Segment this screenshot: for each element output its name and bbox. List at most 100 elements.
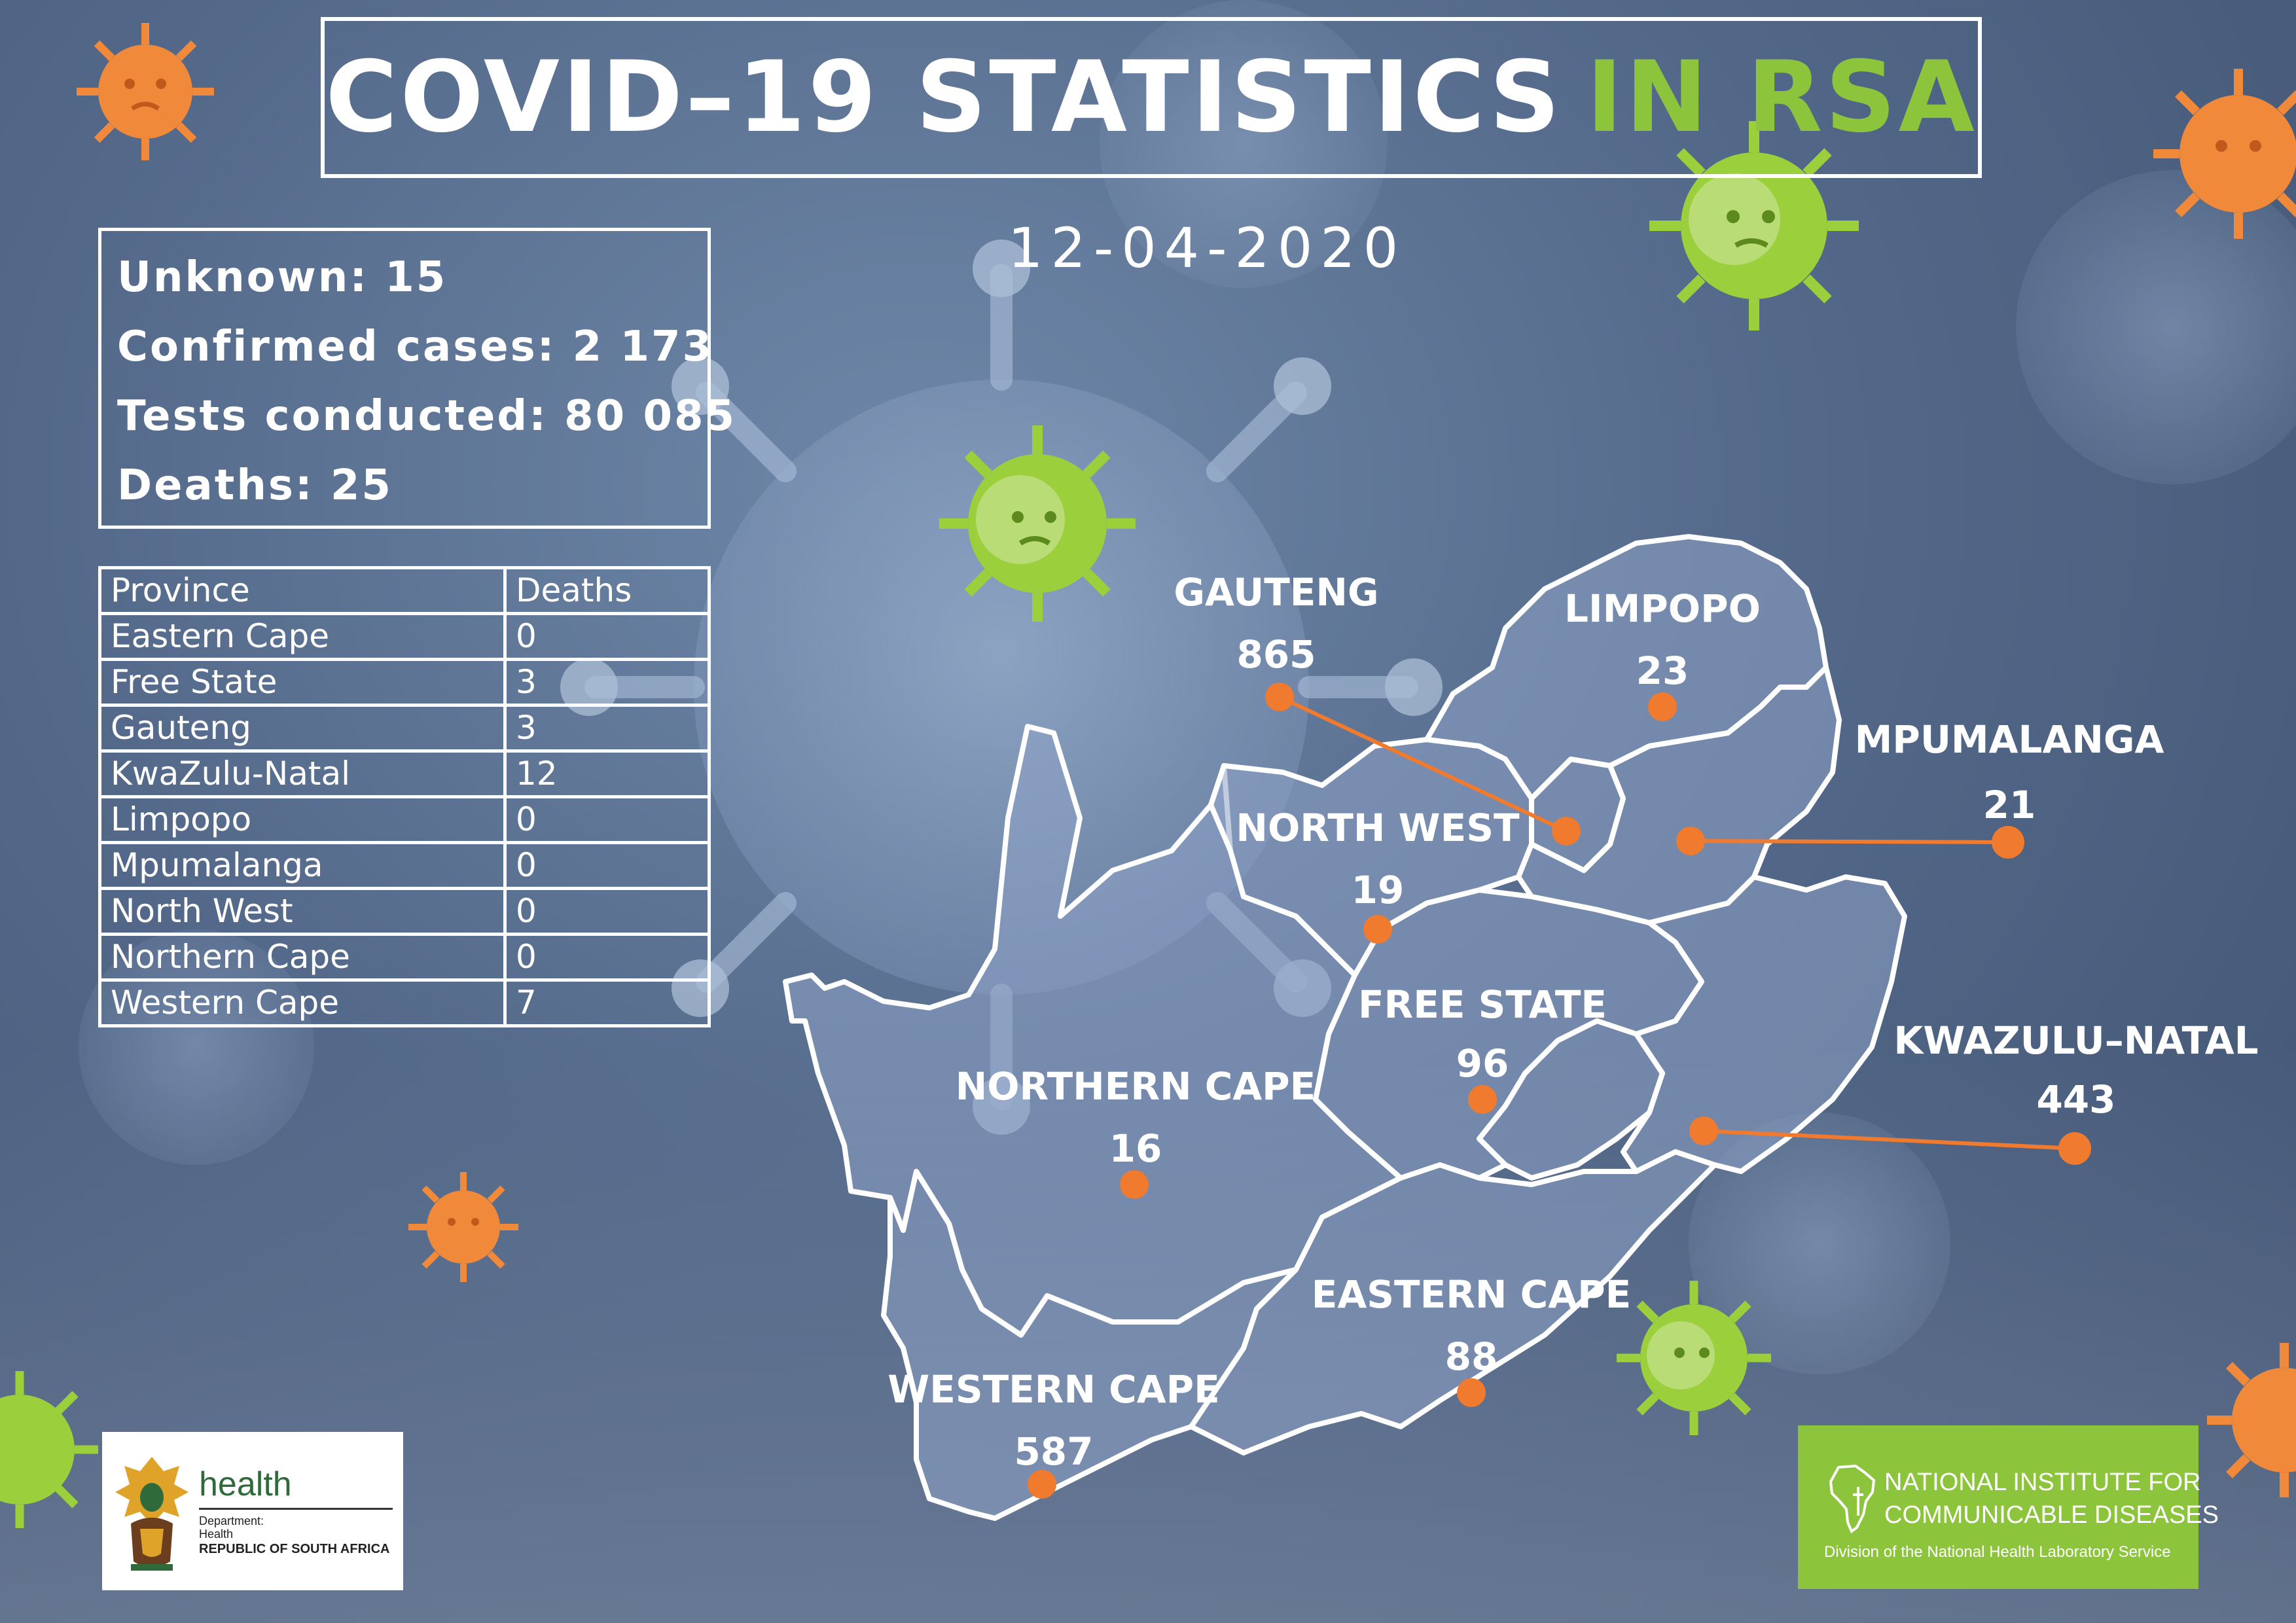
province-name: Western Cape xyxy=(98,978,507,1027)
western-cape-label: WESTERN CAPE xyxy=(888,1367,1220,1412)
health-divider xyxy=(199,1508,393,1510)
province-name: Mpumalanga xyxy=(98,841,507,890)
province-name: Gauteng xyxy=(98,704,507,753)
health-dept-line2: Health xyxy=(199,1527,234,1541)
mpumalanga-label: MPUMALANGA xyxy=(1855,717,2164,762)
connector-lines xyxy=(1278,695,2075,1150)
title-banner: COVID–19 STATISTICS IN RSA xyxy=(321,17,1982,178)
free-state-label: FREE STATE xyxy=(1358,982,1607,1027)
province-deaths: 3 xyxy=(503,704,711,753)
province-deaths: 3 xyxy=(503,658,711,707)
limpopo-marker xyxy=(1648,692,1677,721)
province-deaths: 12 xyxy=(503,749,711,798)
confirmed-cases: Confirmed cases: 2 173 xyxy=(117,323,714,371)
northern-cape-marker xyxy=(1120,1170,1149,1199)
kwazulu-natal-cases: 443 xyxy=(2036,1077,2115,1122)
gauteng-connector xyxy=(1278,695,1568,833)
case-markers xyxy=(1028,683,2091,1499)
gauteng-label: GAUTENG xyxy=(1174,570,1378,615)
north-west-marker xyxy=(1363,915,1392,944)
kwazulu-natal-label: KWAZULU–NATAL xyxy=(1893,1018,2258,1063)
tests-conducted: Tests conducted: 80 085 xyxy=(117,392,737,440)
table-row: Eastern Cape 0 xyxy=(98,612,711,661)
table-header-row: Province Deaths xyxy=(98,566,711,615)
summary-panel: Unknown: 15 Confirmed cases: 2 173 Tests… xyxy=(98,228,737,529)
mpumalanga-marker xyxy=(1676,827,1705,855)
kwazulu-natal-region xyxy=(1621,874,1907,1174)
eastern-cape-marker xyxy=(1457,1378,1486,1407)
north-west-label: NORTH WEST xyxy=(1236,806,1520,850)
deaths-by-province-table: Province Deaths Eastern Cape 0 Free State… xyxy=(98,566,711,1027)
orange-virus-icon xyxy=(408,1172,518,1282)
province-name: Northern Cape xyxy=(98,933,507,982)
north-west-cases: 19 xyxy=(1352,868,1405,912)
province-name: Limpopo xyxy=(98,795,507,844)
table-row: Mpumalanga 0 xyxy=(98,841,711,890)
mpumalanga-region xyxy=(1516,665,1842,925)
health-country: REPUBLIC OF SOUTH AFRICA xyxy=(199,1542,390,1556)
limpopo-cases: 23 xyxy=(1636,649,1689,693)
western-cape-cases: 587 xyxy=(1014,1429,1093,1474)
kwazulu-natal-connector xyxy=(1703,1129,2075,1150)
eastern-cape-label: EASTERN CAPE xyxy=(1312,1272,1631,1317)
nicd-logo: NATIONAL INSTITUTE FOR COMMUNICABLE DISE… xyxy=(1798,1425,2219,1589)
free-state-cases: 96 xyxy=(1456,1041,1509,1086)
green-virus-icon xyxy=(0,1371,98,1528)
deaths-total: Deaths: 25 xyxy=(117,461,393,510)
gauteng-map-marker xyxy=(1552,817,1581,846)
province-name: North West xyxy=(98,887,507,936)
orange-virus-icon xyxy=(2153,69,2296,239)
province-deaths: 0 xyxy=(503,933,711,982)
health-wordmark: health xyxy=(199,1465,292,1503)
map-fill xyxy=(783,534,1907,1521)
eastern-cape-region xyxy=(1189,1149,1717,1455)
nicd-name-line2: COMMUNICABLE DISEASES xyxy=(1884,1501,2219,1529)
health-department-logo: health Department: Health REPUBLIC OF SO… xyxy=(102,1432,403,1590)
table-row: Northern Cape 0 xyxy=(98,933,711,982)
unknown-count: Unknown: 15 xyxy=(117,253,448,302)
health-dept-line1: Department: xyxy=(199,1514,264,1527)
limpopo-label: LIMPOPO xyxy=(1564,586,1761,631)
province-deaths: 0 xyxy=(503,841,711,890)
mpumalanga-label-marker xyxy=(1992,826,2024,859)
gauteng-marker xyxy=(1265,683,1294,711)
northern-cape-cases: 16 xyxy=(1109,1126,1162,1171)
mpumalanga-cases: 21 xyxy=(1983,783,2036,827)
province-name: Free State xyxy=(98,658,507,707)
table-row: Western Cape 7 xyxy=(98,978,711,1027)
province-labels: GAUTENG 865 LIMPOPO 23 MPUMALANGA 21 NOR… xyxy=(888,570,2258,1474)
mpumalanga-connector xyxy=(1690,839,2009,844)
lesotho-region xyxy=(1477,1018,1665,1181)
western-cape-marker xyxy=(1028,1470,1056,1499)
table-row: Gauteng 3 xyxy=(98,704,711,753)
free-state-marker xyxy=(1468,1085,1497,1114)
orange-virus-icon xyxy=(2207,1343,2296,1497)
province-deaths: 0 xyxy=(503,887,711,936)
header-province: Province xyxy=(98,566,507,615)
green-virus-icon xyxy=(1649,121,1859,330)
green-virus-icon xyxy=(1617,1281,1771,1435)
kwazulu-natal-marker xyxy=(1689,1116,1718,1145)
eastern-cape-cases: 88 xyxy=(1445,1334,1498,1379)
province-deaths: 7 xyxy=(503,978,711,1027)
nicd-subtitle: Division of the National Health Laborato… xyxy=(1824,1543,2171,1561)
title-accent: IN RSA xyxy=(1586,41,1977,154)
coat-of-arms-icon xyxy=(115,1457,188,1571)
nicd-name-line1: NATIONAL INSTITUTE FOR xyxy=(1884,1469,2201,1496)
table-row: North West 0 xyxy=(98,887,711,936)
kwazulu-natal-label-marker xyxy=(2058,1132,2091,1165)
report-date: 12-04-2020 xyxy=(1008,216,1407,280)
health-dept-label: Department: Health xyxy=(199,1514,264,1541)
province-deaths: 0 xyxy=(503,612,711,661)
orange-virus-icon xyxy=(77,23,214,160)
table-row: KwaZulu-Natal 12 xyxy=(98,749,711,798)
table-row: Limpopo 0 xyxy=(98,795,711,844)
green-virus-icon xyxy=(939,425,1136,622)
northern-cape-label: NORTHERN CAPE xyxy=(956,1064,1316,1109)
table-row: Free State 3 xyxy=(98,658,711,707)
gauteng-cases: 865 xyxy=(1236,632,1316,677)
title-main: COVID–19 STATISTICS xyxy=(325,41,1563,154)
africa-outline-icon xyxy=(1829,1464,1876,1534)
province-name: KwaZulu-Natal xyxy=(98,749,507,798)
